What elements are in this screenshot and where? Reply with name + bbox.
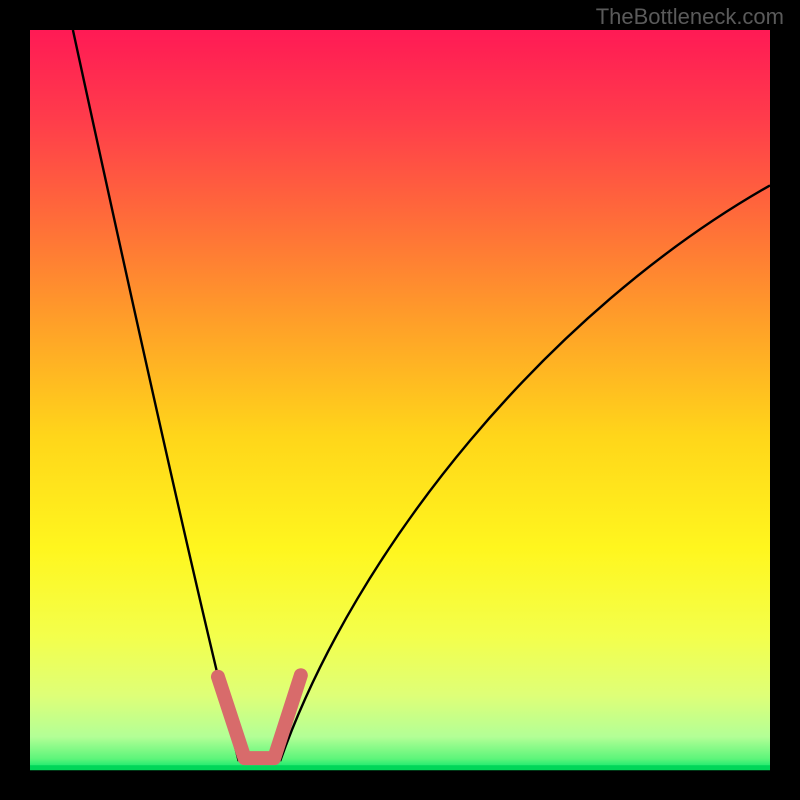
watermark-text: TheBottleneck.com — [596, 4, 784, 30]
plot-background — [30, 30, 770, 770]
chart-frame: TheBottleneck.com — [0, 0, 800, 800]
bottleneck-chart — [0, 0, 800, 800]
